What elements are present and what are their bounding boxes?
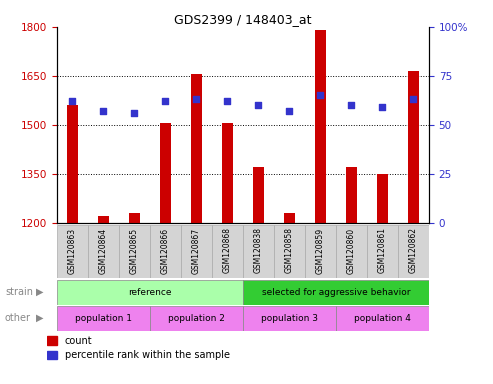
- FancyBboxPatch shape: [367, 225, 398, 278]
- Bar: [284, 213, 295, 223]
- Text: GSM120868: GSM120868: [223, 227, 232, 273]
- FancyBboxPatch shape: [305, 225, 336, 278]
- Text: ▶: ▶: [35, 313, 43, 323]
- Bar: [160, 123, 171, 223]
- Bar: [222, 123, 233, 223]
- Text: percentile rank within the sample: percentile rank within the sample: [65, 350, 230, 360]
- Point: [317, 92, 324, 98]
- FancyBboxPatch shape: [150, 306, 243, 331]
- Text: GSM120861: GSM120861: [378, 227, 387, 273]
- Text: population 4: population 4: [354, 314, 411, 323]
- FancyBboxPatch shape: [57, 280, 243, 305]
- Text: population 3: population 3: [261, 314, 318, 323]
- Point: [254, 102, 262, 108]
- Bar: [98, 216, 108, 223]
- Bar: [67, 105, 77, 223]
- FancyBboxPatch shape: [398, 225, 429, 278]
- FancyBboxPatch shape: [119, 225, 150, 278]
- Bar: [191, 74, 202, 223]
- Bar: [47, 336, 57, 345]
- FancyBboxPatch shape: [243, 280, 429, 305]
- Bar: [408, 71, 419, 223]
- Point: [161, 98, 169, 104]
- FancyBboxPatch shape: [57, 225, 88, 278]
- Text: GSM120858: GSM120858: [285, 227, 294, 273]
- Bar: [253, 167, 264, 223]
- FancyBboxPatch shape: [181, 225, 212, 278]
- Text: GSM120863: GSM120863: [68, 227, 77, 273]
- Point: [68, 98, 76, 104]
- Text: GSM120862: GSM120862: [409, 227, 418, 273]
- FancyBboxPatch shape: [243, 306, 336, 331]
- Bar: [47, 351, 57, 359]
- Text: GSM120838: GSM120838: [254, 227, 263, 273]
- Text: reference: reference: [128, 288, 172, 296]
- Bar: [377, 174, 388, 223]
- Point: [379, 104, 387, 110]
- FancyBboxPatch shape: [212, 225, 243, 278]
- Text: selected for aggressive behavior: selected for aggressive behavior: [262, 288, 410, 296]
- FancyBboxPatch shape: [57, 306, 150, 331]
- Text: GSM120867: GSM120867: [192, 227, 201, 273]
- Bar: [129, 213, 140, 223]
- Text: population 2: population 2: [168, 314, 225, 323]
- Point: [130, 110, 138, 116]
- FancyBboxPatch shape: [336, 225, 367, 278]
- FancyBboxPatch shape: [274, 225, 305, 278]
- Point: [99, 108, 107, 114]
- Text: GSM120865: GSM120865: [130, 227, 139, 273]
- Point: [348, 102, 355, 108]
- Point: [410, 96, 418, 103]
- Bar: [315, 30, 326, 223]
- Text: ▶: ▶: [35, 287, 43, 297]
- Bar: [346, 167, 357, 223]
- Point: [285, 108, 293, 114]
- Text: GSM120859: GSM120859: [316, 227, 325, 273]
- Text: other: other: [5, 313, 31, 323]
- Text: strain: strain: [5, 287, 33, 297]
- Point: [192, 96, 200, 103]
- Text: GSM120860: GSM120860: [347, 227, 356, 273]
- Point: [223, 98, 231, 104]
- Text: GSM120864: GSM120864: [99, 227, 108, 273]
- Text: count: count: [65, 336, 92, 346]
- FancyBboxPatch shape: [88, 225, 119, 278]
- FancyBboxPatch shape: [150, 225, 181, 278]
- Title: GDS2399 / 148403_at: GDS2399 / 148403_at: [174, 13, 312, 26]
- FancyBboxPatch shape: [336, 306, 429, 331]
- Text: population 1: population 1: [75, 314, 132, 323]
- Text: GSM120866: GSM120866: [161, 227, 170, 273]
- FancyBboxPatch shape: [243, 225, 274, 278]
